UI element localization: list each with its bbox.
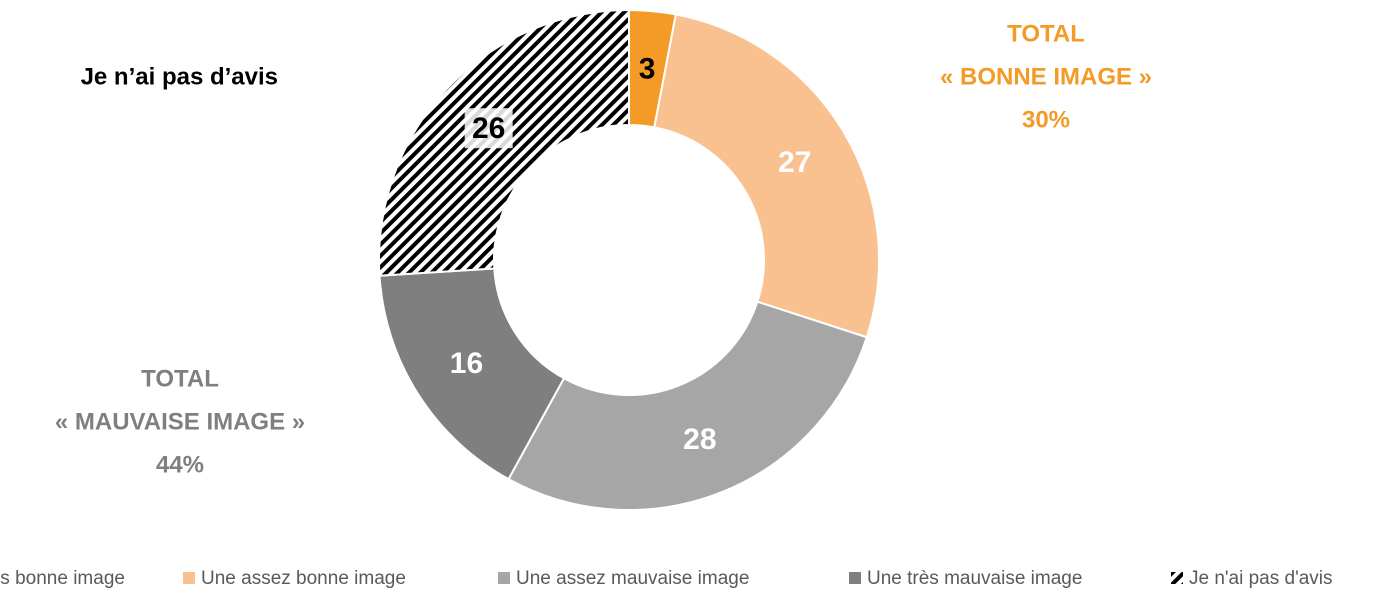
value-label: 16 [450, 347, 483, 380]
annotation: 44% [156, 451, 204, 478]
legend-label: Une très mauvaise image [867, 568, 1082, 589]
legend-marker [183, 572, 195, 584]
legend-marker [1171, 572, 1183, 584]
value-label: 27 [778, 146, 811, 179]
legend-label: Une très bonne image [0, 568, 125, 589]
label-background [464, 108, 513, 149]
donut-slice [653, 13, 880, 339]
value-label: 28 [683, 423, 716, 456]
annotation: Je n’ai pas d’avis [81, 63, 278, 90]
annotation: « BONNE IMAGE » [940, 63, 1152, 90]
value-label: 3 [639, 52, 656, 85]
legend-label: Je n'ai pas d'avis [1189, 568, 1333, 589]
legend-marker [849, 572, 861, 584]
value-label: 26 [472, 112, 505, 145]
annotation: « MAUVAISE IMAGE » [55, 408, 305, 435]
donut-slice [378, 267, 566, 481]
annotation: 30% [1022, 106, 1070, 133]
legend-marker [498, 572, 510, 584]
donut-slice [507, 300, 869, 511]
annotation: TOTAL [1007, 20, 1085, 47]
legend-label: Une assez mauvaise image [516, 568, 749, 589]
annotation: TOTAL [141, 365, 219, 392]
legend-label: Une assez bonne image [201, 568, 406, 589]
